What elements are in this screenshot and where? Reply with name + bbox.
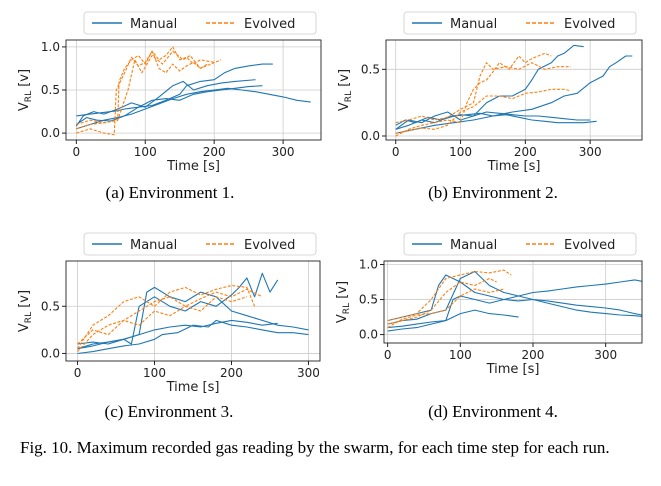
legend: Manual Evolved	[403, 232, 637, 256]
evolved-series-line-6	[76, 50, 208, 136]
manual-series-line-2	[77, 319, 309, 355]
x-tick-label: 100	[449, 348, 472, 362]
manual-series-line-2	[395, 55, 633, 134]
y-tick-label: 0.5	[359, 293, 378, 307]
legend-manual-label: Manual	[130, 238, 177, 253]
legend-box	[83, 11, 317, 35]
manual-series-line-1	[395, 44, 584, 130]
y-axis-label: VRL [v]	[337, 69, 354, 111]
evolved-series-line-6	[77, 288, 263, 352]
x-tick-label: 300	[272, 145, 295, 159]
evolved-series-line-5	[77, 284, 256, 350]
manual-series-line-3	[75, 85, 263, 125]
legend: Manual Evolved	[403, 11, 637, 35]
x-tick-label: 300	[297, 366, 320, 380]
subfigure-caption: (a) Environment 1.	[106, 183, 235, 202]
manual-series-line-2	[387, 295, 642, 332]
x-axis-label: Time [s]	[486, 362, 540, 377]
subfigure-caption: (b) Environment 2.	[428, 183, 558, 202]
chart-panel-2: 0 100 200 300 0.0 0.5 Time [s] VRL [v] Manual Evo…	[337, 11, 643, 202]
x-tick-label: 0	[73, 145, 81, 159]
y-axis-label: VRL [v]	[17, 290, 34, 332]
legend-manual-label: Manual	[130, 17, 177, 32]
x-tick-label: 200	[522, 348, 545, 362]
figure-caption: Fig. 10. Maximum recorded gas reading by…	[20, 438, 610, 457]
x-axis-label: Time [s]	[166, 380, 220, 395]
legend-evolved-label: Evolved	[244, 17, 295, 32]
legend-evolved-label: Evolved	[244, 238, 295, 253]
legend: Manual Evolved	[83, 11, 317, 35]
x-tick-label: 100	[134, 145, 157, 159]
manual-series-line-4	[395, 112, 597, 126]
legend-evolved-label: Evolved	[564, 17, 615, 32]
chart-panel-1: 0 100 200 300 0.0 0.5 1.0 Time [s] VRL [v] Manual…	[17, 11, 322, 202]
evolved-series-line-5	[395, 52, 552, 137]
x-axis-label: Time [s]	[166, 159, 220, 174]
plot-frame	[385, 39, 643, 141]
legend-manual-label: Manual	[450, 238, 497, 253]
manual-series-line-4	[77, 319, 278, 350]
x-tick-label: 100	[449, 145, 472, 159]
y-tick-label: 0.0	[41, 126, 60, 140]
x-tick-label: 300	[579, 145, 602, 159]
evolved-series-line-5	[76, 46, 215, 130]
x-axis-label: Time [s]	[487, 159, 541, 174]
manual-series-line-4	[387, 309, 519, 329]
manual-series-line-4	[75, 79, 256, 127]
y-axis-label: VRL [v]	[17, 69, 34, 111]
evolved-series-line-7	[395, 88, 571, 134]
chart-panel-4: 0 100 200 300 0.0 0.5 1.0 Time [s] VRL [v] Manual…	[335, 232, 643, 421]
evolved-series-line-7	[77, 296, 248, 345]
evolved-series-line-6	[395, 62, 571, 124]
evolved-series-line-6	[387, 277, 497, 325]
legend-manual-label: Manual	[450, 17, 497, 32]
plot-frame	[65, 260, 321, 362]
x-tick-label: 200	[514, 145, 537, 159]
plot-frame	[383, 260, 643, 344]
legend-box	[403, 232, 637, 256]
subfigure-caption: (d) Environment 4.	[428, 402, 558, 421]
evolved-series-line-7	[387, 288, 505, 329]
legend: Manual Evolved	[83, 232, 317, 256]
x-tick-label: 0	[392, 145, 400, 159]
subfigure-caption: (c) Environment 3.	[105, 402, 234, 421]
x-tick-label: 300	[594, 348, 617, 362]
y-tick-label: 0.0	[361, 129, 380, 143]
x-tick-label: 100	[143, 366, 166, 380]
manual-series-line-3	[395, 111, 591, 130]
y-tick-label: 0.0	[41, 346, 60, 360]
evolved-series-line-7	[76, 50, 222, 126]
y-axis-label: VRL [v]	[335, 281, 352, 323]
y-tick-label: 1.0	[41, 40, 60, 54]
legend-evolved-label: Evolved	[564, 238, 615, 253]
x-tick-label: 200	[203, 145, 226, 159]
x-tick-label: 200	[220, 366, 243, 380]
manual-series-line-3	[77, 286, 309, 345]
y-tick-label: 0.5	[41, 83, 60, 97]
manual-series-line-1	[387, 274, 642, 322]
x-tick-label: 0	[384, 348, 392, 362]
y-tick-label: 0.0	[359, 328, 378, 342]
legend-box	[403, 11, 637, 35]
legend-box	[83, 232, 317, 256]
y-tick-label: 1.0	[359, 258, 378, 272]
chart-panel-3: 0 100 200 300 0.0 0.5 Time [s] VRL [v] Manual Evo…	[17, 232, 321, 421]
evolved-series-line-5	[387, 269, 512, 322]
y-tick-label: 0.5	[41, 299, 60, 313]
y-tick-label: 0.5	[361, 62, 380, 76]
x-tick-label: 0	[74, 366, 82, 380]
